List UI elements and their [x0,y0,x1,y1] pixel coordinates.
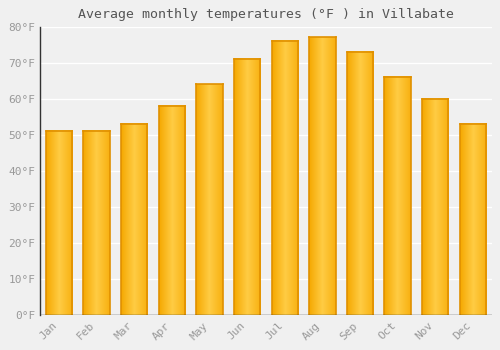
Title: Average monthly temperatures (°F ) in Villabate: Average monthly temperatures (°F ) in Vi… [78,8,454,21]
